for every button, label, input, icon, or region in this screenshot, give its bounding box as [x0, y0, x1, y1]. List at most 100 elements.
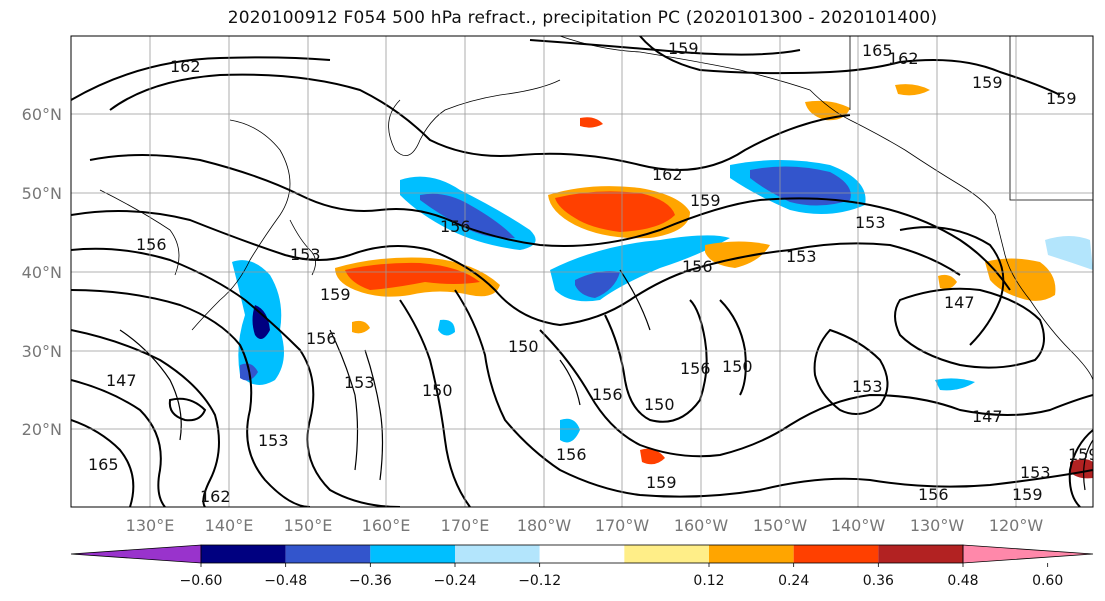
colorbar-tick-label: 0.36 — [863, 573, 894, 589]
pos-area-7 — [352, 320, 370, 334]
lon-label: 180°W — [517, 516, 572, 535]
contour-label: 153 — [258, 431, 289, 450]
contour-label: 156 — [682, 257, 713, 276]
contour-label: 156 — [306, 329, 337, 348]
pos-area-6 — [640, 448, 665, 465]
colorbar-swatch — [370, 545, 455, 563]
contour-label: 159 — [1068, 445, 1099, 464]
contour-label: 156 — [918, 485, 949, 504]
contour-label: 147 — [106, 371, 137, 390]
contour-label: 153 — [786, 247, 817, 266]
colorbar-tick-label: 0.12 — [693, 573, 724, 589]
contour-label: 153 — [1020, 463, 1051, 482]
contour-label: 150 — [722, 357, 753, 376]
lon-label: 160°W — [674, 516, 729, 535]
contour-label: 162 — [888, 49, 919, 68]
pos-area-11 — [938, 274, 957, 290]
contour-label: 156 — [680, 359, 711, 378]
contour-label: 150 — [422, 381, 453, 400]
colorbar-swatch — [201, 545, 286, 563]
lat-label: 20°N — [22, 420, 62, 439]
plot-frame — [70, 35, 1094, 508]
contour-label: 159 — [668, 39, 699, 58]
neg-area-1-core — [420, 193, 515, 239]
contour-lines — [71, 36, 1093, 507]
colorbar-tick-label: −0.48 — [264, 573, 307, 589]
colorbar-tick-label: 0.48 — [947, 573, 978, 589]
pos-area-10 — [580, 117, 603, 128]
colorbar-swatch — [539, 545, 625, 563]
colorbar-outline — [200, 544, 964, 564]
neg-area-5 — [560, 418, 580, 443]
graticule — [71, 36, 1093, 507]
latitude-axis: 60°N 50°N 40°N 30°N 20°N — [22, 105, 62, 439]
neg-area-6 — [935, 378, 975, 391]
colorbar-tick-label: −0.36 — [349, 573, 392, 589]
colorbar-tick-label: 0.24 — [778, 573, 809, 589]
pos-area-2-core — [345, 262, 480, 290]
colorbar-swatch — [285, 545, 371, 563]
contour-label: 156 — [440, 217, 471, 236]
contour-label: 156 — [556, 445, 587, 464]
colorbar-swatch — [624, 545, 709, 563]
contour-label: 153 — [855, 213, 886, 232]
lon-label: 140°E — [205, 516, 254, 535]
contour-label: 150 — [508, 337, 539, 356]
lon-label: 120°W — [989, 516, 1044, 535]
lat-label: 40°N — [22, 263, 62, 282]
contour-label: 159 — [1046, 89, 1077, 108]
lon-label: 130°E — [126, 516, 175, 535]
neg-area-4-core — [252, 305, 270, 339]
colorbar-swatch — [455, 545, 540, 563]
neg-area-2-core — [750, 166, 851, 206]
lon-label: 170°W — [595, 516, 650, 535]
contour-label: 150 — [644, 395, 675, 414]
contour-labels: 162 159 165 162 159 159 162 159 156 153 … — [88, 39, 1099, 506]
contour-label: 147 — [972, 407, 1003, 426]
lat-label: 30°N — [22, 342, 62, 361]
pos-area-5 — [805, 100, 850, 121]
neg-area-7 — [438, 319, 455, 336]
lon-label: 150°E — [284, 516, 333, 535]
lon-label: 170°E — [441, 516, 490, 535]
map-title: 2020100912 F054 500 hPa refract., precip… — [227, 8, 938, 28]
lon-label: 130°W — [910, 516, 965, 535]
contour-label: 156 — [136, 235, 167, 254]
colorbar-swatch — [878, 545, 963, 563]
colorbar-swatch — [709, 545, 794, 563]
lat-label: 50°N — [22, 184, 62, 203]
lon-label: 150°W — [753, 516, 808, 535]
pos-area-1-core — [555, 191, 675, 232]
contour-label: 156 — [592, 385, 623, 404]
contour-label: 165 — [862, 41, 893, 60]
lat-label: 60°N — [22, 105, 62, 124]
contour-label: 153 — [344, 373, 375, 392]
contour-lines-thin — [119, 269, 1093, 491]
contour-label: 159 — [646, 473, 677, 492]
colorbar-extend-high — [962, 544, 1094, 564]
colorbar: −0.60 −0.48 −0.36 −0.24 −0.12 0.12 0.24 0.36 0.4… — [70, 544, 1094, 589]
colorbar-tick-label: −0.24 — [434, 573, 477, 589]
contour-label: 159 — [972, 73, 1003, 92]
lon-label: 160°E — [362, 516, 411, 535]
colorbar-swatch — [793, 545, 879, 563]
neg-area-3-core — [575, 271, 620, 298]
contour-label: 147 — [944, 293, 975, 312]
contour-label: 159 — [690, 191, 721, 210]
colorbar-tick-label: −0.60 — [180, 573, 223, 589]
lon-label: 140°W — [831, 516, 886, 535]
colorbar-tick-label: 0.60 — [1032, 573, 1063, 589]
contour-label: 162 — [200, 487, 231, 506]
contour-label: 153 — [290, 245, 321, 264]
contour-label: 159 — [1012, 485, 1043, 504]
colorbar-extend-low — [70, 544, 202, 564]
contour-label: 159 — [320, 285, 351, 304]
longitude-axis: 130°E 140°E 150°E 160°E 170°E 180°W 170°… — [126, 516, 1044, 535]
contour-label: 162 — [170, 57, 201, 76]
colorbar-tick-label: −0.12 — [518, 573, 561, 589]
contour-label: 162 — [652, 165, 683, 184]
contour-label: 153 — [852, 377, 883, 396]
pos-area-8 — [895, 84, 930, 96]
contour-label: 165 — [88, 455, 119, 474]
